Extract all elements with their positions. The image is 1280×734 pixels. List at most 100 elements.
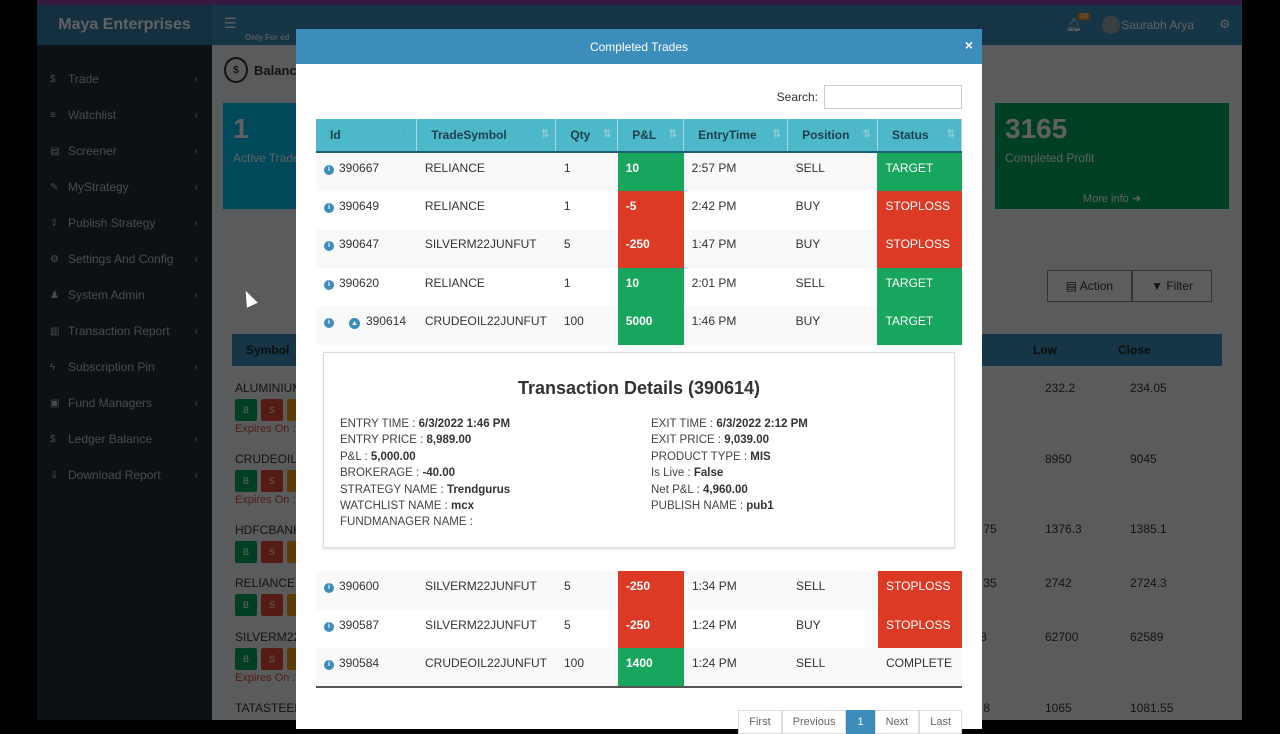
table-row[interactable]: i 390667 RELIANCE 1 10 2:57 PM SELL TARGE… [316,152,962,191]
cell-pnl: 10 [617,152,684,191]
table-row[interactable]: i 390587 SILVERM22JUNFUT 5 -250 1:24 PM B… [316,609,962,648]
sort-icon: ⇅ [862,129,871,140]
cell-qty: 5 [564,617,571,632]
search-row: Search: [777,85,962,109]
detail-net-pnl: Net P&L : 4,960.00 [651,483,748,496]
cell-pnl: -250 [617,229,684,268]
cell-id: 390647 [339,237,380,251]
col-label: Qty [570,128,591,142]
info-icon[interactable]: i [324,241,334,251]
collapse-arrow-up-icon[interactable]: ▲ [349,318,360,329]
cell-entrytime: 1:46 PM [683,306,788,345]
cell-symbol: SILVERM22JUNFUT [416,229,556,268]
page-next-button[interactable]: Next [874,710,920,734]
cell-status: TARGET [877,267,962,306]
col-label: Status [891,128,929,142]
detail-pnl: P&L : 5,000.00 [340,450,416,463]
cell-id: 390620 [339,275,380,290]
cell-symbol: RELIANCE [424,275,485,290]
cell-entrytime: 1:24 PM [684,648,788,687]
table-row[interactable]: i 390647 SILVERM22JUNFUT 5 -250 1:47 PM B… [316,229,962,268]
cell-symbol: SILVERM22JUNFUT [417,571,556,610]
cell-pnl: 1400 [618,648,684,687]
info-icon[interactable]: i [324,621,334,632]
cell-position: BUY [787,229,878,268]
details-right-column: EXIT TIME : 6/3/2022 2:12 PM EXIT PRICE … [651,416,808,514]
details-left-column: ENTRY TIME : 6/3/2022 1:46 PM ENTRY PRIC… [340,416,510,531]
cell-symbol: RELIANCE [424,198,485,213]
close-icon[interactable]: × [964,37,973,53]
detail-product-type: PRODUCT TYPE : MIS [651,450,771,463]
sort-desc-icon: ↓ [405,129,411,140]
info-icon[interactable]: i [324,202,334,213]
cell-id: 390614 [366,314,407,328]
sort-icon: ⇅ [946,129,955,140]
cell-pnl: -250 [618,571,684,610]
table-header-row: Id ↓ TradeSymbol ⇅ Qty ⇅ P&L ⇅ EntryTime ⇅ Po… [316,119,963,153]
table-row-expanded[interactable]: i ▲ 390614 CRUDEOIL22JUNFUT 100 5000 1:46 … [316,306,962,345]
pagination: First Previous 1 Next Last [738,710,962,734]
cell-qty: 1 [555,152,618,191]
info-icon[interactable]: i [324,279,334,290]
col-pnl[interactable]: P&L ⇅ [617,119,685,153]
detail-publish-name: PUBLISH NAME : pub1 [651,500,774,513]
detail-exit-time: EXIT TIME : 6/3/2022 2:12 PM [651,418,808,430]
cell-position: SELL [788,648,878,687]
sort-icon: ⇅ [540,129,550,140]
modal-header: Completed Trades × [296,29,982,64]
search-label: Search: [776,90,818,104]
cell-position: BUY [795,198,821,213]
cell-position: SELL [788,571,878,610]
page-1-button[interactable]: 1 [846,710,875,734]
col-label: Id [330,128,341,142]
table-row[interactable]: i 390600 SILVERM22JUNFUT 5 -250 1:34 PM S… [316,571,962,610]
table-row[interactable]: i 390620 RELIANCE 1 10 2:01 PM SELL TARGE… [316,267,962,306]
completed-trades-modal: Completed Trades × Search: Id ↓ TradeSymb… [296,29,982,734]
cell-pnl: -5 [617,190,684,229]
cell-symbol: SILVERM22JUNFUT [425,617,537,632]
cell-entrytime: 2:01 PM [691,275,737,290]
cell-position: BUY [796,617,821,632]
info-icon[interactable]: i [324,583,334,593]
col-tradesymbol[interactable]: TradeSymbol ⇅ [416,119,557,153]
cell-qty: 100 [555,306,618,345]
info-icon[interactable]: i [324,165,334,175]
cell-pnl: 5000 [617,306,684,345]
cell-id: 390667 [339,161,380,175]
cell-position: SELL [787,152,878,191]
cell-symbol: RELIANCE [416,152,556,191]
detail-brokerage: BROKERAGE : -40.00 [340,467,456,480]
page-first-button[interactable]: First [738,710,782,734]
cell-qty: 5 [556,571,618,610]
cell-entrytime: 1:47 PM [683,229,788,268]
trades-table-continued: i 390600 SILVERM22JUNFUT 5 -250 1:34 PM S… [316,571,962,688]
cell-qty: 1 [563,198,571,213]
info-icon[interactable]: i [324,660,334,670]
detail-entry-price: ENTRY PRICE : 8,989.00 [340,434,472,447]
detail-entry-time: ENTRY TIME : 6/3/2022 1:46 PM [340,418,511,430]
cell-id: 390600 [339,579,380,593]
col-label: EntryTime [698,128,757,142]
cell-status: STOPLOSS [877,190,962,229]
detail-is-live: Is Live : False [651,467,724,480]
info-icon[interactable]: i [324,318,334,328]
col-label: Position [802,128,850,142]
cell-entrytime: 1:24 PM [692,617,737,632]
cell-symbol: CRUDEOIL22JUNFUT [416,306,556,345]
sort-icon: ⇅ [772,129,782,140]
cell-id: 390649 [339,198,380,213]
page-previous-button[interactable]: Previous [781,710,847,734]
sort-icon: ⇅ [602,129,612,140]
page-last-button[interactable]: Last [919,710,962,734]
col-position[interactable]: Position ⇅ [787,119,878,153]
col-qty[interactable]: Qty ⇅ [555,119,619,153]
detail-exit-price: EXIT PRICE : 9,039.00 [651,434,770,447]
table-row[interactable]: i 390649 RELIANCE 1 -5 2:42 PM BUY STOPLO… [316,190,962,229]
modal-title: Completed Trades [589,39,689,54]
cell-symbol: CRUDEOIL22JUNFUT [417,648,556,687]
col-id[interactable]: Id ↓ [316,119,418,153]
table-row[interactable]: i 390584 CRUDEOIL22JUNFUT 100 1400 1:24 P… [316,648,962,687]
search-input[interactable] [824,85,962,109]
col-status[interactable]: Status ⇅ [877,119,963,153]
col-entrytime[interactable]: EntryTime ⇅ [683,119,789,153]
